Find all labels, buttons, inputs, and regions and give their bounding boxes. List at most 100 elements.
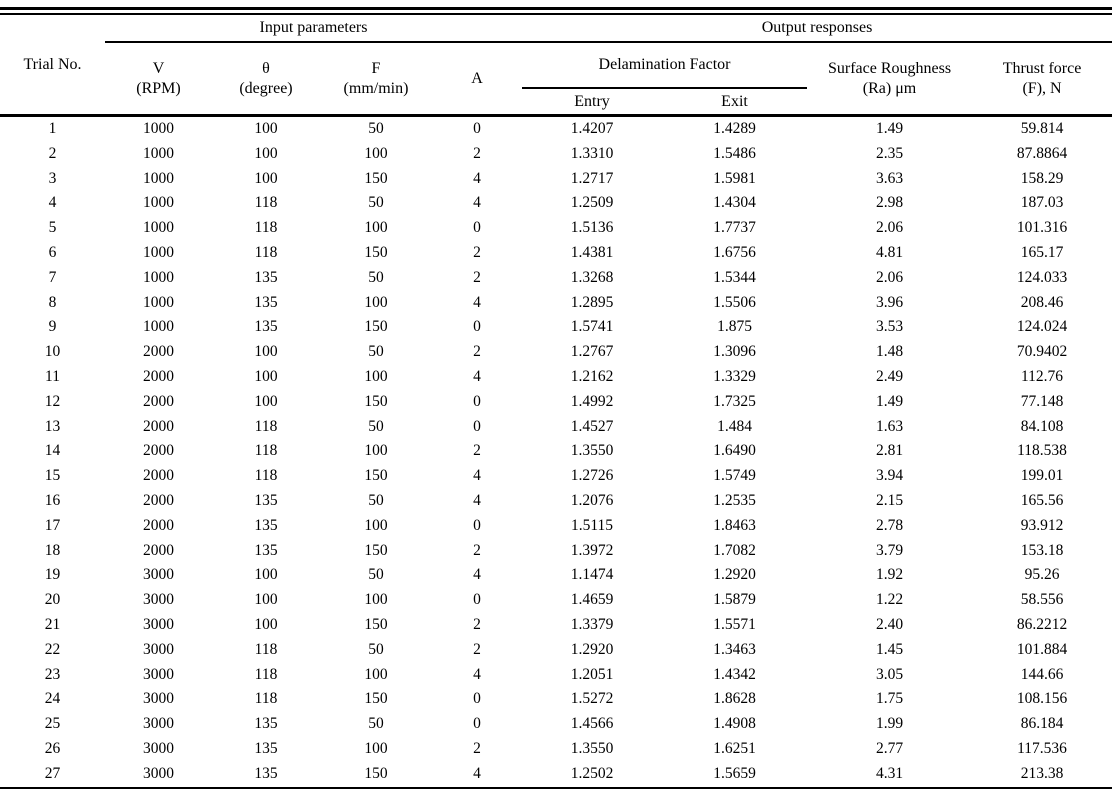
cell: 1.2051 (570, 665, 614, 683)
cell: 150 (364, 541, 388, 559)
table-header: Trial No. Input parameters Output respon… (0, 14, 1112, 116)
cell: 3 (48, 169, 57, 187)
cell: 2.06 (875, 268, 904, 286)
cell: 4 (473, 367, 481, 385)
table-row: 12 2000 100 150 0 1.4992 1.7325 1.49 77.148 (0, 390, 1112, 415)
cell: 4 (473, 491, 481, 509)
group-header-input-parameters: Input parameters (105, 14, 523, 43)
cell: 1.1474 (570, 566, 614, 584)
cell: 1.7082 (713, 541, 756, 559)
cell: 2.06 (875, 219, 904, 237)
cell: 2 (473, 640, 481, 658)
cell: 1.2767 (570, 343, 614, 361)
cell: 1 (0, 113, 105, 142)
cell: 70.9402 (1016, 343, 1068, 361)
cell: 3000 (143, 739, 174, 757)
cell: 118.538 (1017, 442, 1067, 460)
cell: 25 (44, 715, 61, 733)
table-row: 18 2000 135 150 2 1.3972 1.7082 3.79 153.18 (0, 539, 1112, 564)
cell: 2.49 (875, 367, 904, 385)
cell: 4.81 (875, 243, 904, 261)
cell: 3000 (143, 715, 174, 733)
cell: 27 (44, 764, 61, 782)
cell: 118 (254, 194, 278, 212)
cell: 108.156 (1016, 690, 1068, 708)
cell: 208.46 (1020, 293, 1064, 311)
paper-table-figure: Trial No. Input parameters Output respon… (0, 7, 1112, 789)
cell: 50 (368, 566, 384, 584)
cell: 1000 (105, 113, 212, 142)
cell: 144.66 (1020, 665, 1064, 683)
cell: 4 (473, 194, 481, 212)
cell: 86.2212 (1016, 615, 1068, 633)
cell: 117.536 (1017, 739, 1067, 757)
cell: 2 (48, 144, 57, 162)
cell: 1.4289 (662, 113, 808, 142)
cell: 2 (473, 615, 481, 633)
cell: 100 (254, 169, 278, 187)
table-row: 19 3000 100 50 4 1.1474 1.2920 1.92 95.26 (0, 563, 1112, 588)
table-row: 3 1000 100 150 4 1.2717 1.5981 3.63 158.29 (0, 167, 1112, 192)
col-header-thrust-force: Thrust force (F), N (972, 42, 1112, 116)
cell: 1.2717 (570, 169, 614, 187)
cell: 135 (254, 715, 278, 733)
cell: 1.6490 (713, 442, 756, 460)
cell: 58.556 (1020, 591, 1064, 609)
cell: 2000 (143, 467, 174, 485)
cell: 135 (254, 293, 278, 311)
table-row: 26 3000 135 100 2 1.3550 1.6251 2.77 117.536 (0, 737, 1112, 762)
cell: 100 (254, 392, 278, 410)
cell: 0 (473, 690, 481, 708)
header-line-symbol: Surface Roughness (827, 59, 952, 77)
cell: 135 (254, 318, 278, 336)
table-row: 23 3000 118 100 4 1.2051 1.4342 3.05 144.66 (0, 663, 1112, 688)
cell: 100 (254, 367, 278, 385)
cell: 19 (44, 566, 61, 584)
cell: 11 (45, 367, 60, 385)
cell: 3000 (143, 640, 174, 658)
cell: 3000 (143, 566, 174, 584)
cell: 1.4566 (570, 715, 614, 733)
cell: 1.5741 (570, 318, 614, 336)
table-row: 7 1000 135 50 2 1.3268 1.5344 2.06 124.033 (0, 266, 1112, 291)
cell: 50 (368, 417, 384, 435)
cell: 1.75 (875, 690, 904, 708)
cell: 7 (48, 268, 57, 286)
cell: 2000 (143, 442, 174, 460)
cell: 5 (48, 219, 57, 237)
cell: 100 (364, 144, 388, 162)
cell: 100 (254, 615, 278, 633)
cell: 150 (364, 392, 388, 410)
cell: 86.184 (1020, 715, 1064, 733)
cell: 1.5749 (713, 467, 756, 485)
table-row: 1 1000 100 50 0 1.4207 1.4289 1.49 59.814 (0, 113, 1112, 142)
cell: 135 (254, 516, 278, 534)
cell: 20 (44, 591, 61, 609)
cell: 1.2076 (570, 491, 614, 509)
cell: 24 (44, 690, 61, 708)
cell: 3.96 (875, 293, 904, 311)
cell: 2.40 (875, 615, 904, 633)
cell: 1.2535 (713, 491, 756, 509)
cell: 4 (473, 169, 481, 187)
cell: 1.5272 (570, 690, 614, 708)
cell: 213.38 (1020, 764, 1064, 782)
cell: 1.3972 (570, 541, 614, 559)
experiment-results-table: Trial No. Input parameters Output respon… (0, 13, 1112, 789)
cell: 1000 (143, 169, 174, 187)
table-row: 2 1000 100 100 2 1.3310 1.5486 2.35 87.8864 (0, 142, 1112, 167)
cell: 2.15 (875, 491, 904, 509)
cell: 1.3550 (570, 442, 614, 460)
cell: 2 (473, 268, 481, 286)
cell: 100 (364, 591, 388, 609)
cell: 1.2920 (570, 640, 614, 658)
col-header-feed-rate: F (mm/min) (320, 42, 432, 116)
cell: 4 (48, 194, 57, 212)
cell: 1.45 (875, 640, 904, 658)
cell: 1.5571 (713, 615, 756, 633)
cell: 1000 (143, 268, 174, 286)
cell: 118 (254, 467, 278, 485)
cell: 1.3268 (570, 268, 614, 286)
cell: 1.92 (875, 566, 904, 584)
cell: 0 (473, 417, 481, 435)
